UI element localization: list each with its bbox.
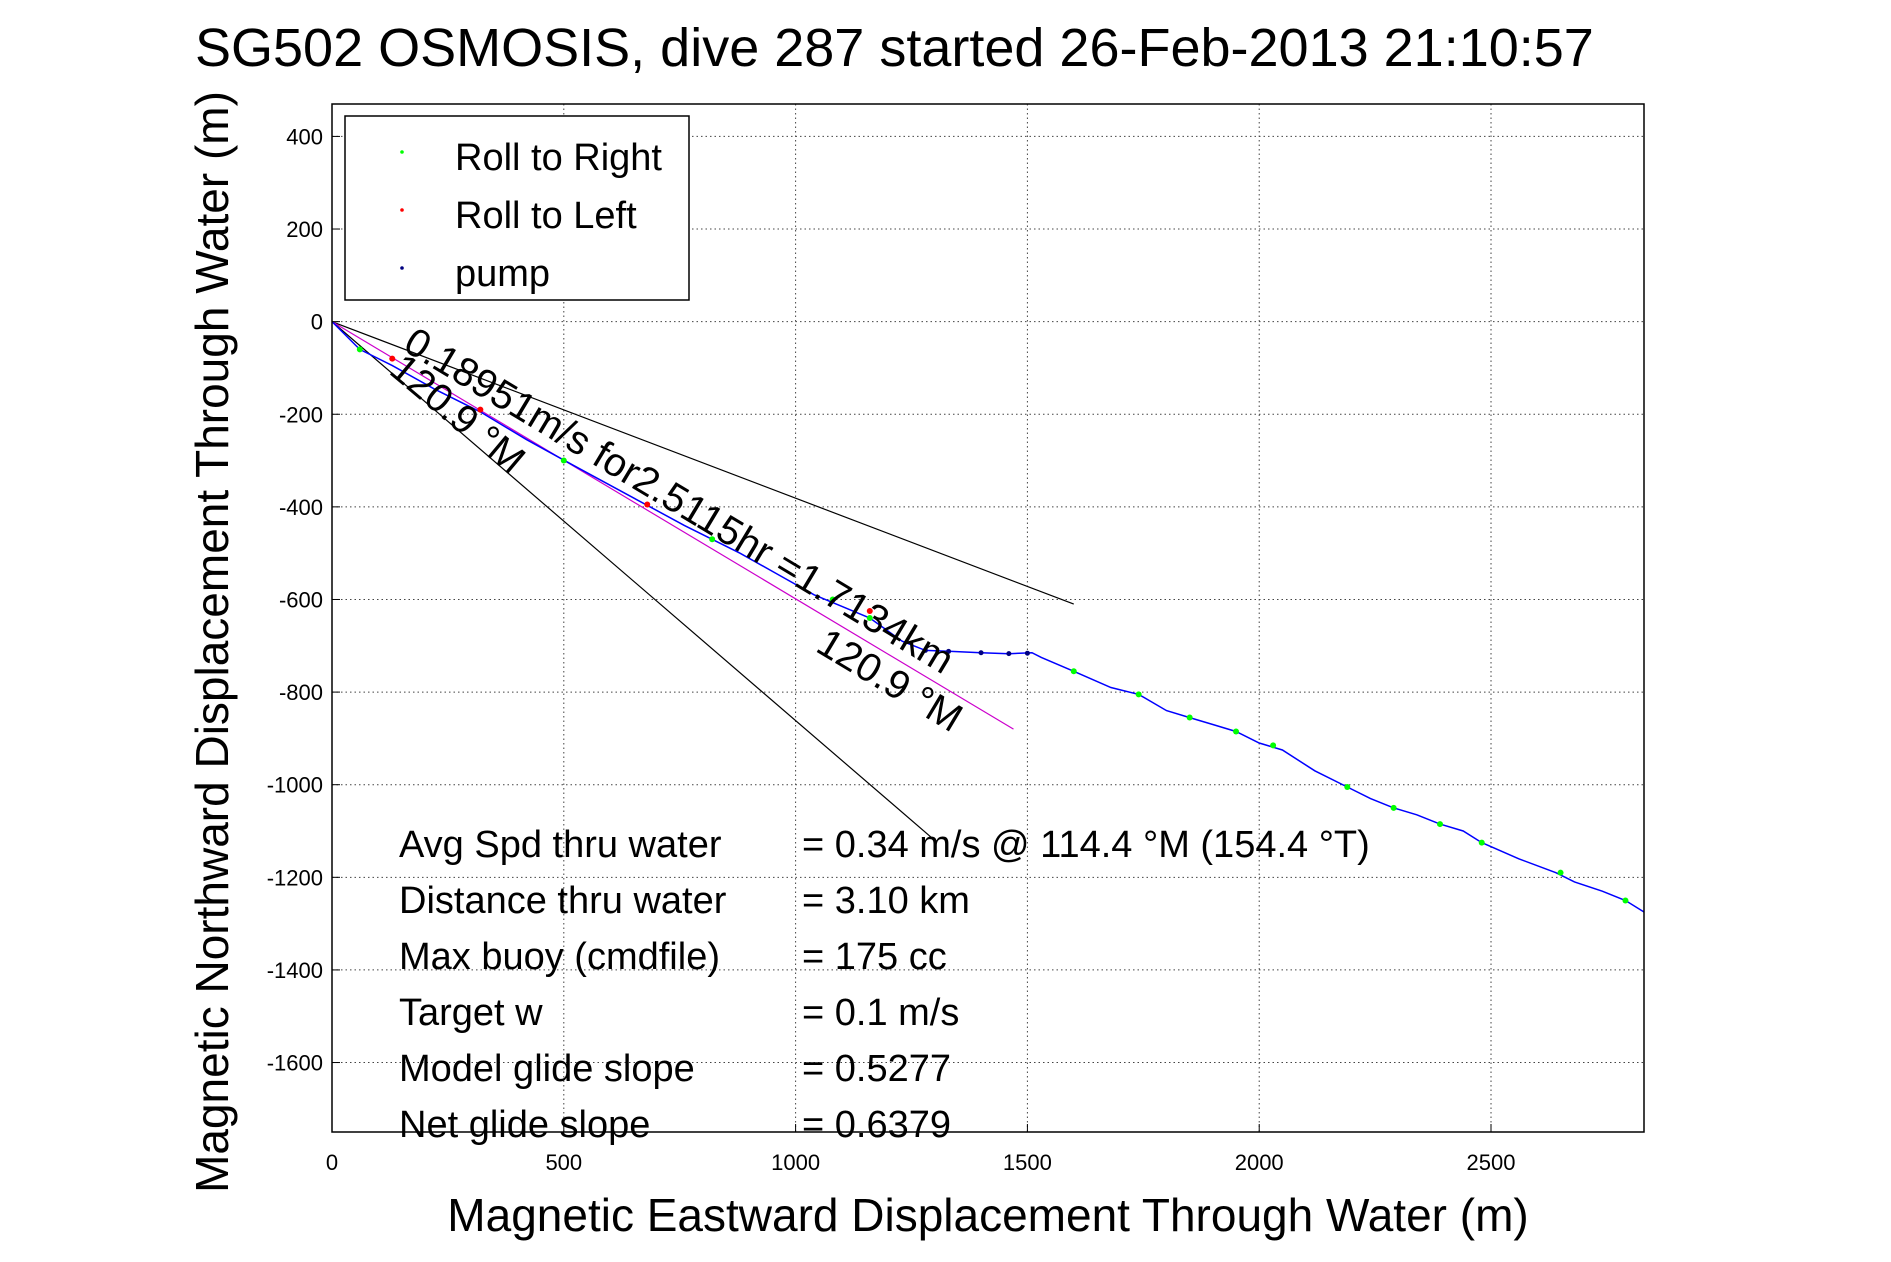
- y-tick-label: -1000: [267, 773, 323, 798]
- pump-point: [1006, 651, 1012, 657]
- plot-frame: [331, 103, 1645, 1133]
- roll-right-point: [1135, 691, 1142, 698]
- y-tick-label: -600: [279, 587, 323, 612]
- summary-value: = 0.34 m/s @ 114.4 °M (154.4 °T): [802, 824, 1370, 866]
- y-tick-label: -1200: [267, 865, 323, 890]
- legend-marker-pump: [400, 266, 404, 270]
- roll-left-point: [389, 355, 396, 362]
- x-axis-label: Magnetic Eastward Displacement Through W…: [447, 1189, 1528, 1241]
- roll-right-point: [1478, 839, 1485, 846]
- summary-label: Target w: [399, 992, 543, 1034]
- summary-value: = 0.5277: [802, 1048, 951, 1090]
- y-tick-label: -200: [279, 402, 323, 427]
- roll-left-point: [644, 501, 651, 508]
- reference-lines: [331, 321, 1074, 841]
- x-tick-label: 1000: [771, 1150, 820, 1175]
- roll-right-point: [1390, 804, 1397, 811]
- x-tick-label: 2500: [1467, 1150, 1516, 1175]
- x-tick-label: 500: [545, 1150, 582, 1175]
- y-tick-label: -800: [279, 680, 323, 705]
- legend-label-roll-left: Roll to Left: [455, 195, 637, 237]
- upper-bound-line: [331, 321, 1074, 605]
- x-tick-label: 0: [326, 1150, 338, 1175]
- summary-label: Net glide slope: [399, 1104, 650, 1146]
- roll-right-point: [1557, 869, 1564, 876]
- summary-block: Avg Spd thru water = 0.34 m/s @ 114.4 °M …: [399, 824, 1370, 1146]
- legend-label-pump: pump: [455, 253, 550, 295]
- pump-point: [946, 648, 952, 654]
- pump-point: [978, 650, 984, 656]
- summary-label: Avg Spd thru water: [399, 824, 722, 866]
- summary-value: = 175 cc: [802, 936, 947, 978]
- pump-point: [1024, 650, 1030, 656]
- y-tick-label: 0: [311, 310, 323, 335]
- roll-right-point: [709, 536, 716, 543]
- legend: Roll to Right Roll to Left pump: [344, 115, 690, 301]
- glider-track-line: [331, 321, 1645, 913]
- roll-left-point: [477, 406, 484, 413]
- y-tick-label: 200: [286, 217, 323, 242]
- roll-right-point: [1070, 668, 1077, 675]
- roll-right-point: [829, 596, 836, 603]
- ticks: 0 500 1000 1500 2000 25004002000-200-400-600-…: [267, 124, 1516, 1175]
- lower-bound-line: [331, 321, 936, 841]
- legend-marker-roll-right: [400, 150, 404, 154]
- y-tick-label: -1600: [267, 1051, 323, 1076]
- summary-label: Model glide slope: [399, 1048, 695, 1090]
- roll-right-point: [1186, 714, 1193, 721]
- pump-point: [922, 647, 928, 653]
- roll-right-point: [1622, 897, 1629, 904]
- y-tick-label: 400: [286, 124, 323, 149]
- heading-line: [331, 321, 1014, 730]
- summary-value: = 0.6379: [802, 1104, 951, 1146]
- roll-right-point: [356, 346, 363, 353]
- summary-value: = 0.1 m/s: [802, 992, 959, 1034]
- y-tick-label: -400: [279, 495, 323, 520]
- legend-label-roll-right: Roll to Right: [455, 137, 662, 179]
- markers: [356, 346, 1629, 904]
- x-tick-label: 1500: [1003, 1150, 1052, 1175]
- summary-value: = 3.10 km: [802, 880, 970, 922]
- track-group: [331, 321, 1645, 913]
- roll-right-point: [1233, 728, 1240, 735]
- x-tick-label: 2000: [1235, 1150, 1284, 1175]
- roll-right-point: [1270, 742, 1277, 749]
- y-axis-label: Magnetic Northward Displacement Through …: [186, 91, 238, 1193]
- roll-right-point: [1437, 821, 1444, 828]
- legend-marker-roll-left: [400, 208, 404, 212]
- roll-right-point: [1344, 784, 1351, 791]
- roll-right-point: [866, 615, 873, 621]
- chart-title: SG502 OSMOSIS, dive 287 started 26-Feb-2…: [195, 18, 1594, 78]
- roll-left-point: [866, 608, 873, 615]
- summary-label: Max buoy (cmdfile): [399, 936, 720, 978]
- y-tick-label: -1400: [267, 958, 323, 983]
- roll-right-point: [560, 457, 567, 464]
- summary-label: Distance thru water: [399, 880, 727, 922]
